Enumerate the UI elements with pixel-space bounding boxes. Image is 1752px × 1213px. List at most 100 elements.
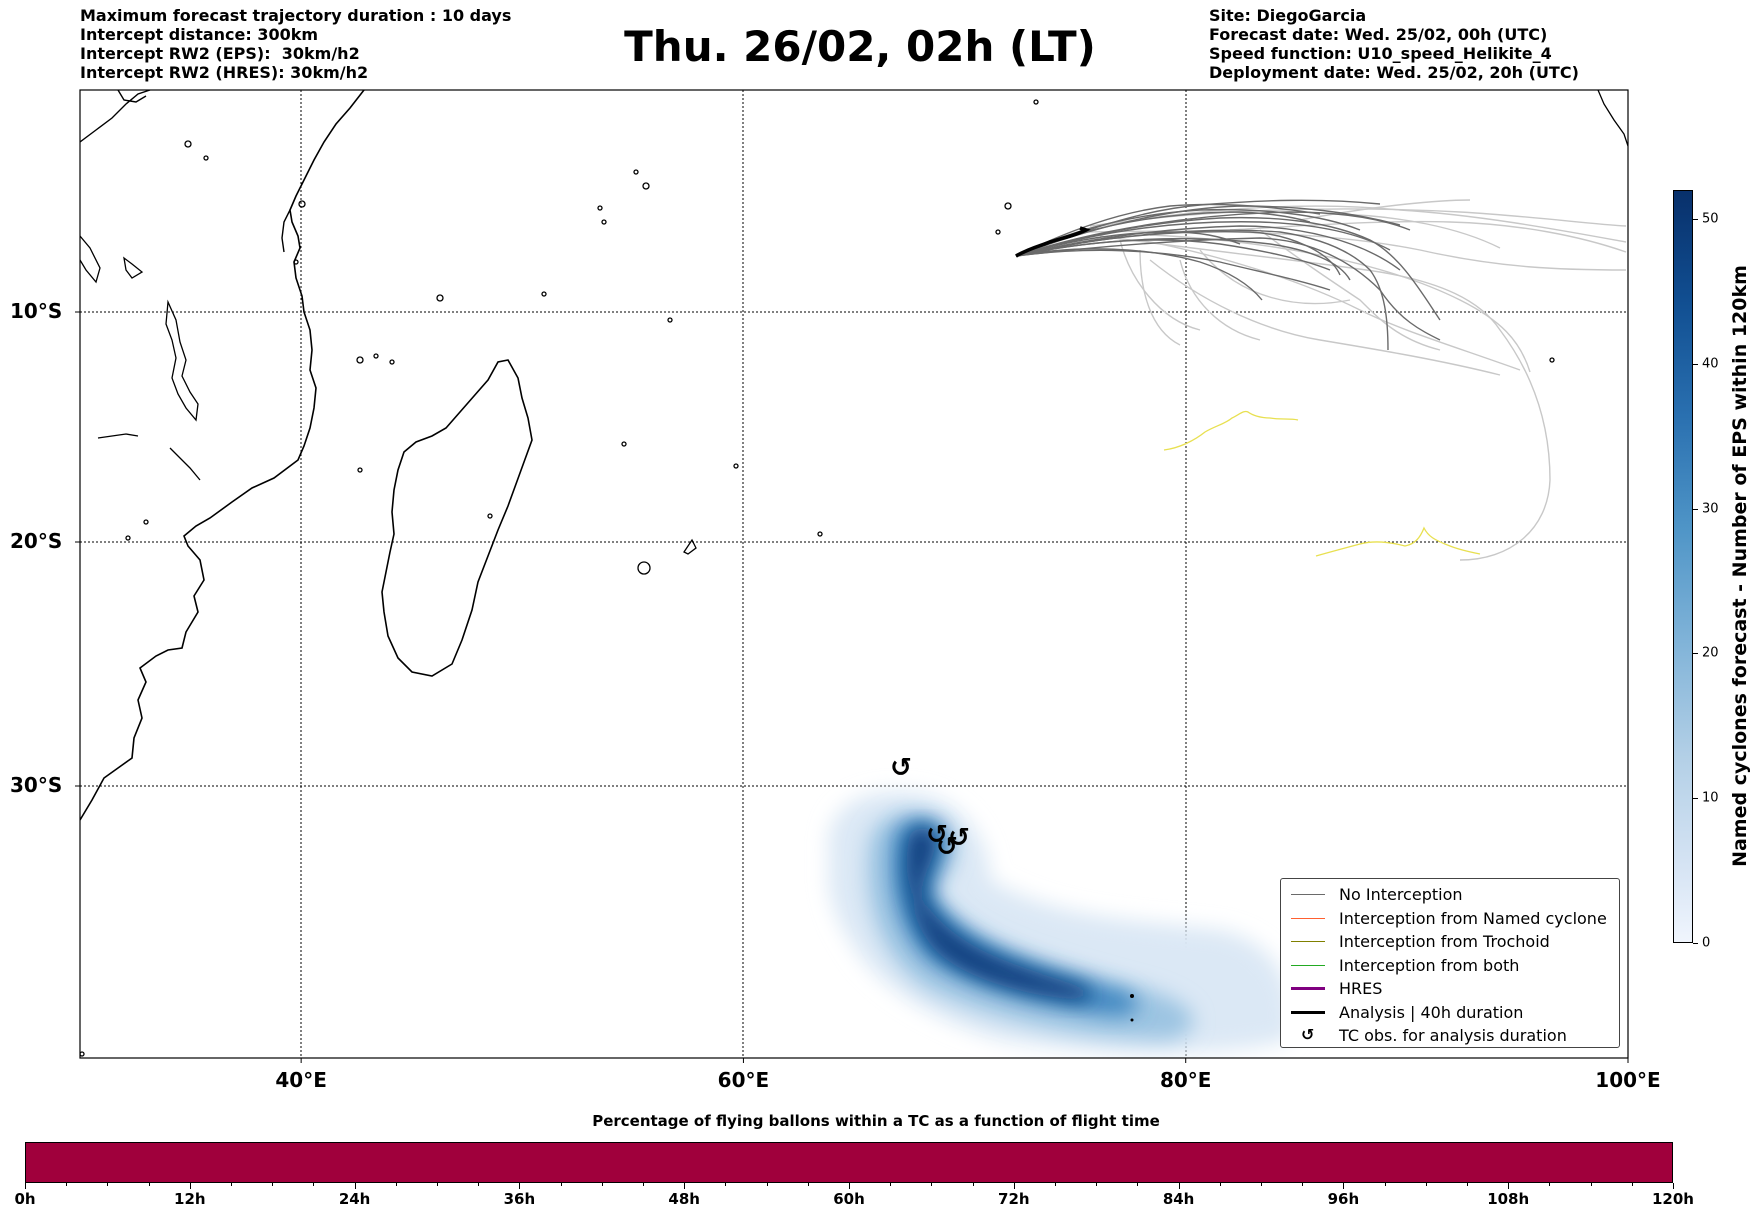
time-minor-tick xyxy=(1549,1183,1551,1186)
time-minor-tick xyxy=(972,1183,974,1186)
legend-line-sample xyxy=(1291,894,1325,896)
longitude-label: 100°E xyxy=(1595,1068,1661,1092)
time-minor-tick xyxy=(231,1183,232,1186)
legend-label: Interception from Named cyclone xyxy=(1339,908,1607,928)
time-minor-tick xyxy=(807,1183,809,1186)
header-right-line: Deployment date: Wed. 25/02, 20h (UTC) xyxy=(1209,63,1579,82)
time-minor-tick xyxy=(1219,1183,1221,1186)
header-left-line: Intercept RW2 (EPS): 30km/h2 xyxy=(80,44,360,63)
legend-line-sample xyxy=(1291,1010,1325,1014)
legend-item: No Interception xyxy=(1289,883,1611,907)
colorbar-tick-mark xyxy=(1693,363,1698,365)
map-axis-ticks xyxy=(75,311,1629,1063)
time-minor-tick xyxy=(148,1183,150,1186)
colorbar-tick-label: 50 xyxy=(1702,211,1719,227)
time-tick-mark xyxy=(1178,1183,1180,1189)
header-left-line: Intercept RW2 (HRES): 30km/h2 xyxy=(80,63,369,82)
yellow-tracks xyxy=(1163,410,1481,557)
time-minor-tick xyxy=(931,1183,933,1186)
time-tick-mark xyxy=(354,1183,356,1189)
header-right-line: Speed function: U10_speed_Helikite_4 xyxy=(1209,44,1552,63)
time-minor-tick xyxy=(66,1183,68,1186)
africa-coastline xyxy=(80,90,365,821)
legend-line-sample xyxy=(1291,917,1325,919)
time-minor-tick xyxy=(1384,1183,1386,1186)
legend-label: Analysis | 40h duration xyxy=(1339,1002,1524,1022)
time-minor-tick xyxy=(272,1183,274,1186)
time-minor-tick xyxy=(107,1183,109,1186)
legend-label: No Interception xyxy=(1339,885,1463,905)
africa-gulf xyxy=(281,209,291,253)
time-tick-label: 84h xyxy=(1162,1190,1195,1208)
time-minor-tick xyxy=(1261,1183,1262,1186)
legend-item: ↺ TC obs. for analysis duration xyxy=(1289,1024,1611,1048)
colorbar-tick-mark xyxy=(1693,798,1698,800)
time-minor-tick xyxy=(1425,1183,1427,1186)
header-info-left: Maximum forecast trajectory duration : 1… xyxy=(80,6,511,82)
flight-time-bar xyxy=(25,1142,1673,1183)
time-minor-tick xyxy=(643,1183,644,1186)
colorbar-tick-label: 10 xyxy=(1702,790,1719,806)
time-tick-label: 0h xyxy=(14,1190,36,1208)
time-minor-tick xyxy=(725,1183,727,1186)
legend-swatch xyxy=(1289,911,1327,925)
legend-item: Interception from Named cyclone xyxy=(1289,907,1611,931)
legend-line-sample xyxy=(1291,964,1325,966)
colorbar-tick-mark xyxy=(1693,943,1698,944)
latitude-label: 30°S xyxy=(10,773,63,797)
legend-swatch xyxy=(1289,958,1327,972)
svg-text:↺: ↺ xyxy=(926,820,948,850)
time-bar-title: Percentage of flying ballons within a TC… xyxy=(592,1112,1160,1130)
time-minor-tick xyxy=(560,1183,562,1186)
header-info-right: Site: DiegoGarcia Forecast date: Wed. 25/… xyxy=(1209,6,1579,82)
time-tick-label: 108h xyxy=(1487,1190,1530,1208)
tc-obs-icon: ↺ xyxy=(1289,1025,1327,1044)
time-minor-tick xyxy=(1096,1183,1098,1186)
time-tick-label: 48h xyxy=(668,1190,700,1208)
legend-swatch xyxy=(1289,888,1327,902)
time-tick-mark xyxy=(849,1183,850,1189)
time-tick-label: 96h xyxy=(1327,1190,1360,1208)
analysis-track xyxy=(1015,226,1091,258)
time-tick-label: 120h xyxy=(1652,1190,1694,1208)
time-tick-mark xyxy=(1013,1183,1015,1189)
time-tick-label: 60h xyxy=(833,1190,865,1208)
small-islands xyxy=(80,90,1628,1057)
time-tick-label: 36h xyxy=(503,1190,536,1208)
legend-item: Analysis | 40h duration xyxy=(1289,1001,1611,1025)
legend-line-sample xyxy=(1291,941,1325,943)
legend-item: Interception from Trochoid xyxy=(1289,930,1611,954)
time-tick-mark xyxy=(25,1183,26,1189)
legend-label: Interception from Trochoid xyxy=(1339,932,1550,952)
colorbar-title: Named cyclones forecast - Number of EPS … xyxy=(1729,265,1751,867)
time-tick-mark xyxy=(189,1183,191,1189)
colorbar-tick-mark xyxy=(1693,218,1698,220)
time-tick-label: 12h xyxy=(174,1190,206,1208)
header-right-line: Site: DiegoGarcia xyxy=(1209,6,1367,25)
map-legend: No Interception Interception from Named c… xyxy=(1280,878,1620,1048)
legend-swatch xyxy=(1289,982,1327,996)
time-tick-mark xyxy=(1673,1183,1674,1189)
time-tick-label: 24h xyxy=(338,1190,371,1208)
longitude-label: 60°E xyxy=(717,1068,770,1092)
madagascar-coastline xyxy=(381,359,533,677)
time-minor-tick xyxy=(437,1183,438,1186)
latitude-label: 10°S xyxy=(10,299,63,323)
time-tick-mark xyxy=(1343,1183,1345,1189)
legend-swatch xyxy=(1289,1005,1327,1019)
header-right-line: Forecast date: Wed. 25/02, 00h (UTC) xyxy=(1209,25,1548,44)
time-minor-tick xyxy=(1631,1183,1633,1186)
time-minor-tick xyxy=(1302,1183,1304,1186)
tc-obs-markers: ↺ ↺ ↺ ↺ xyxy=(890,753,970,862)
time-tick-mark xyxy=(519,1183,521,1189)
cyclone-density-plume xyxy=(828,791,1292,1053)
time-minor-tick xyxy=(1137,1183,1139,1186)
legend-label: HRES xyxy=(1339,979,1383,999)
colorbar-tick-mark xyxy=(1693,653,1698,655)
arabia-coastline xyxy=(80,90,151,143)
time-tick-mark xyxy=(684,1183,686,1189)
header-left-line: Intercept distance: 300km xyxy=(80,25,319,44)
time-minor-tick xyxy=(601,1183,603,1186)
time-minor-tick xyxy=(1467,1183,1468,1186)
time-minor-tick xyxy=(1590,1183,1592,1186)
